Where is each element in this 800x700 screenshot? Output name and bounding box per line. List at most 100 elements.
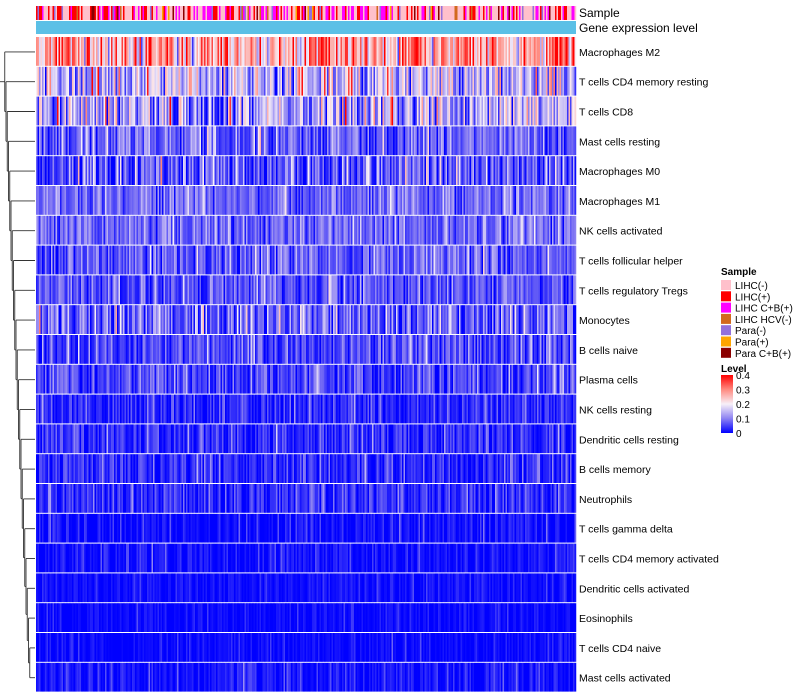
heatmap-cell bbox=[225, 364, 227, 394]
heatmap-cell bbox=[448, 245, 451, 275]
heatmap-cell bbox=[505, 66, 508, 96]
heatmap-cell bbox=[177, 96, 179, 126]
heatmap-cell bbox=[151, 305, 154, 334]
heatmap-cell bbox=[442, 186, 445, 215]
sample-cell bbox=[154, 6, 157, 20]
heatmap-cell bbox=[529, 364, 532, 394]
heatmap-cell bbox=[384, 96, 386, 126]
heatmap-cell bbox=[238, 275, 241, 305]
heatmap-cell bbox=[265, 66, 268, 96]
heatmap-cell bbox=[430, 96, 433, 126]
heatmap-cell bbox=[94, 37, 97, 66]
heatmap-cell bbox=[228, 156, 230, 185]
heatmap-cell bbox=[198, 245, 200, 275]
heatmap-cell bbox=[73, 156, 76, 185]
heatmap-cell bbox=[295, 305, 298, 334]
heatmap-cell bbox=[313, 215, 316, 245]
heatmap-cell bbox=[517, 126, 520, 156]
heatmap-cell bbox=[556, 186, 559, 215]
heatmap-cell bbox=[82, 66, 85, 96]
sample-cell bbox=[564, 6, 566, 20]
heatmap-cell bbox=[300, 394, 302, 424]
heatmap-cell bbox=[372, 275, 374, 305]
heatmap-cell bbox=[441, 66, 443, 96]
heatmap-cell bbox=[151, 37, 154, 66]
heatmap-cell bbox=[456, 37, 458, 66]
heatmap-cell bbox=[535, 215, 538, 245]
heatmap-cell bbox=[87, 275, 89, 305]
heatmap-cell bbox=[265, 394, 268, 424]
heatmap-cell bbox=[214, 394, 217, 424]
heatmap-cell bbox=[379, 156, 382, 185]
heatmap-cell bbox=[478, 364, 481, 394]
heatmap-cell bbox=[498, 245, 500, 275]
heatmap-cell bbox=[531, 37, 533, 66]
sample-cell bbox=[541, 6, 544, 20]
heatmap-cell bbox=[526, 156, 529, 185]
heatmap-cell bbox=[490, 37, 493, 66]
heatmap-cell bbox=[466, 156, 469, 185]
heatmap-cell bbox=[217, 126, 220, 156]
heatmap-cell bbox=[46, 96, 49, 126]
heatmap-cell bbox=[270, 126, 272, 156]
heatmap-cell bbox=[567, 335, 569, 364]
heatmap-row bbox=[36, 37, 577, 66]
heatmap-cell bbox=[276, 335, 278, 364]
heatmap-cell bbox=[294, 156, 296, 185]
heatmap-cell bbox=[390, 364, 392, 394]
sample-cell bbox=[403, 6, 406, 20]
heatmap-cell bbox=[339, 215, 341, 245]
heatmap-cell bbox=[348, 156, 350, 185]
heatmap-cell bbox=[126, 215, 128, 245]
heatmap-cell bbox=[109, 364, 112, 394]
heatmap-cell bbox=[207, 156, 209, 185]
heatmap-cell bbox=[450, 305, 452, 334]
heatmap-cell bbox=[67, 37, 70, 66]
heatmap-cell bbox=[441, 215, 443, 245]
heatmap-cell bbox=[495, 96, 497, 126]
heatmap-cell bbox=[288, 215, 290, 245]
heatmap-cell bbox=[244, 335, 247, 364]
heatmap-cell bbox=[100, 335, 103, 364]
heatmap-cell bbox=[117, 156, 119, 185]
heatmap-cell bbox=[291, 305, 293, 334]
heatmap-cell bbox=[456, 275, 458, 305]
sample-cell bbox=[180, 6, 182, 20]
heatmap-cell bbox=[505, 37, 508, 66]
heatmap-cell bbox=[558, 96, 560, 126]
heatmap-cell bbox=[337, 245, 340, 275]
sample-cell bbox=[109, 6, 112, 20]
heatmap-cell bbox=[397, 66, 400, 96]
heatmap-cell bbox=[300, 245, 302, 275]
heatmap-cell bbox=[55, 335, 58, 364]
heatmap-cell bbox=[390, 156, 392, 185]
heatmap-cell bbox=[340, 275, 343, 305]
heatmap-cell bbox=[211, 245, 214, 275]
heatmap-cell bbox=[240, 66, 242, 96]
heatmap-cell bbox=[253, 335, 256, 364]
heatmap-cell bbox=[495, 305, 497, 334]
heatmap-cell bbox=[450, 245, 452, 275]
sample-cell bbox=[517, 6, 520, 20]
heatmap-cell bbox=[112, 215, 115, 245]
heatmap-cell bbox=[307, 156, 310, 185]
heatmap-cell bbox=[291, 394, 293, 424]
heatmap-cell bbox=[73, 305, 76, 334]
heatmap-cell bbox=[213, 186, 215, 215]
heatmap-cell bbox=[82, 275, 85, 305]
heatmap-cell bbox=[361, 96, 364, 126]
heatmap-cell bbox=[549, 66, 551, 96]
heatmap-cell bbox=[172, 66, 175, 96]
heatmap-cell bbox=[328, 37, 331, 66]
heatmap-cell bbox=[105, 186, 107, 215]
heatmap-cell bbox=[472, 364, 475, 394]
heatmap-cell bbox=[294, 394, 296, 424]
heatmap-cell bbox=[499, 364, 502, 394]
heatmap-cell bbox=[343, 245, 346, 275]
heatmap-cell bbox=[91, 96, 94, 126]
heatmap-cell bbox=[151, 126, 154, 156]
heatmap-cell bbox=[309, 66, 311, 96]
heatmap-cell bbox=[241, 394, 244, 424]
heatmap-cell bbox=[333, 186, 335, 215]
heatmap-cell bbox=[247, 37, 250, 66]
